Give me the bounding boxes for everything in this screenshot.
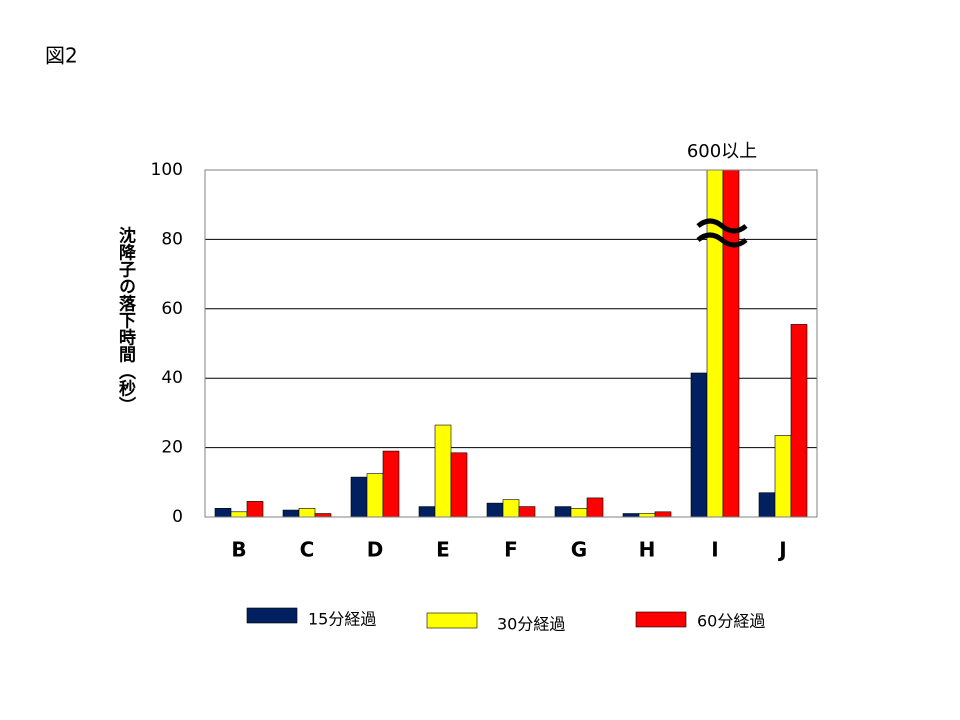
bar xyxy=(638,513,656,517)
bar xyxy=(758,492,776,517)
bar xyxy=(434,424,452,517)
bar xyxy=(486,502,504,517)
y-tick-label: 40 xyxy=(161,368,183,388)
bar xyxy=(722,170,740,517)
axis-break xyxy=(696,218,748,248)
bar xyxy=(706,170,724,517)
bar xyxy=(246,501,264,517)
bar xyxy=(554,506,572,517)
bar xyxy=(790,324,808,517)
y-tick-label: 20 xyxy=(161,438,183,458)
break-wave xyxy=(696,232,748,248)
x-tick-label: J xyxy=(777,538,786,562)
x-tick-label: D xyxy=(367,538,384,562)
y-tick-label: 60 xyxy=(161,299,183,319)
legend-swatch xyxy=(635,611,687,628)
x-tick-label: E xyxy=(436,538,450,562)
bar xyxy=(314,513,332,517)
y-axis-label: 沈降子の落下時間（秒） xyxy=(115,225,136,413)
bar xyxy=(350,476,368,517)
legend-label: 60分経過 xyxy=(697,612,765,631)
plot-border xyxy=(204,169,818,518)
y-tick-label: 80 xyxy=(161,229,183,249)
bar xyxy=(690,372,708,517)
x-tick-label: B xyxy=(231,538,246,562)
bar xyxy=(214,508,232,517)
legend-swatch xyxy=(246,607,298,624)
x-tick-label: G xyxy=(571,538,587,562)
bar xyxy=(382,450,400,517)
bar xyxy=(774,435,792,517)
y-tick-label: 100 xyxy=(151,160,183,180)
legend-label: 15分経過 xyxy=(308,610,376,629)
bar xyxy=(570,508,588,517)
bar xyxy=(502,499,520,517)
bar xyxy=(418,506,436,517)
annotation: 600以上 xyxy=(687,141,757,162)
y-tick-label: 0 xyxy=(172,507,183,527)
x-tick-label: H xyxy=(639,538,656,562)
break-wave xyxy=(696,218,748,234)
bar xyxy=(518,506,536,517)
legend-swatch xyxy=(426,612,478,629)
bar xyxy=(298,508,316,517)
bar xyxy=(586,497,604,517)
x-tick-label: F xyxy=(504,538,518,562)
chart-title: 図2 xyxy=(45,44,78,68)
bar xyxy=(230,511,248,517)
bar xyxy=(450,452,468,517)
x-tick-label: C xyxy=(300,538,315,562)
bar xyxy=(366,473,384,517)
bar xyxy=(622,513,640,517)
bar xyxy=(282,509,300,517)
bar xyxy=(654,511,672,517)
x-tick-label: I xyxy=(711,538,718,562)
legend-label: 30分経過 xyxy=(497,615,565,634)
